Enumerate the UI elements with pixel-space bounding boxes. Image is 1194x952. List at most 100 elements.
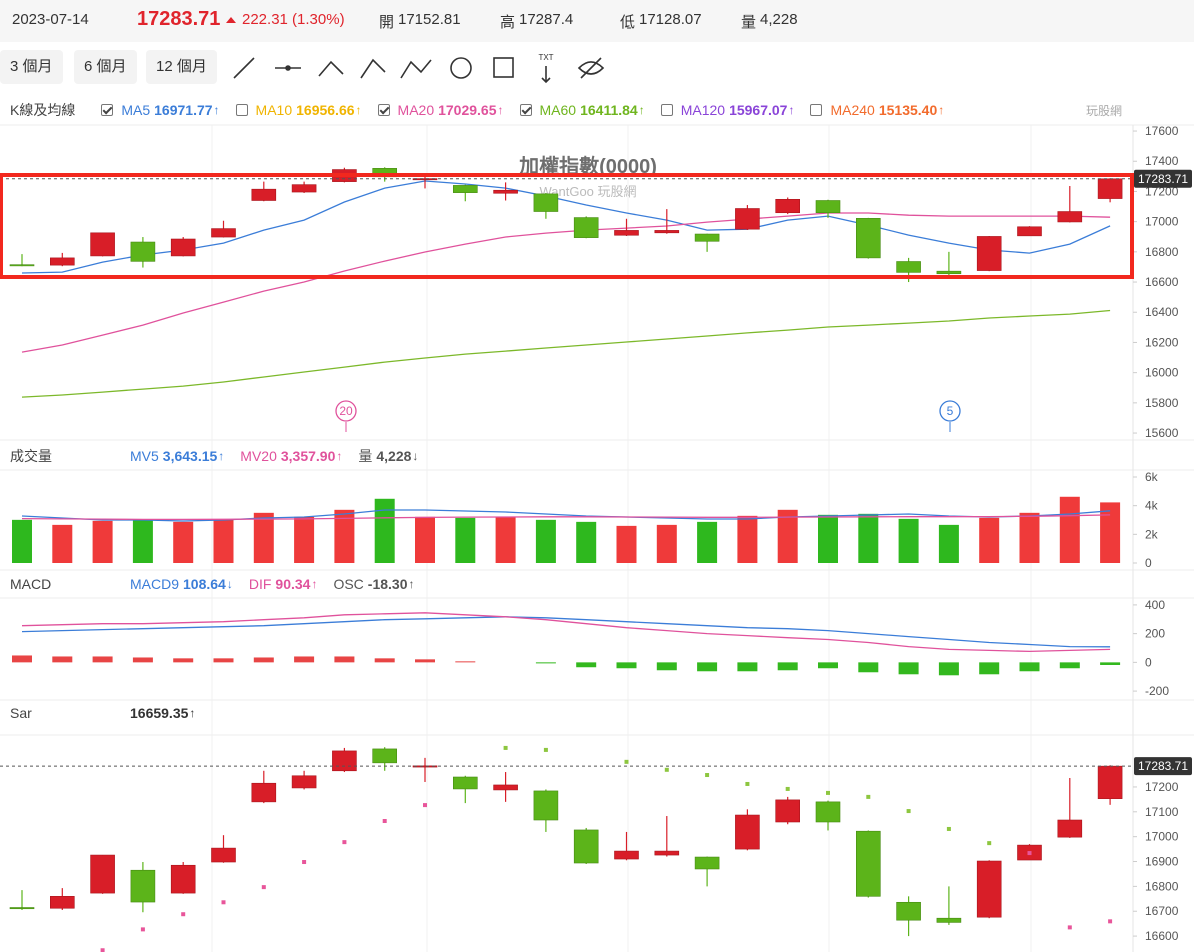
abcd-tool[interactable]: [400, 59, 432, 79]
text-tool-label: TXT: [538, 53, 553, 62]
high: 17287.4: [519, 11, 574, 28]
sar-legend: Sar 16659.35 ↑: [10, 703, 211, 723]
sar-dot: [705, 773, 710, 778]
sar-dot: [302, 860, 307, 865]
sar-dot: [826, 790, 830, 795]
legend-name: MA5: [121, 102, 151, 118]
y-tick-label: 16600: [1145, 929, 1179, 943]
sar-dot: [1067, 925, 1072, 930]
checkbox[interactable]: [660, 104, 673, 116]
circle-tool[interactable]: [450, 57, 472, 79]
candle-body: [573, 217, 599, 238]
candle-body: [251, 782, 277, 803]
osc-bar: [92, 656, 113, 663]
candle-body: [1057, 819, 1083, 838]
osc-bar: [938, 662, 959, 676]
candle-body: [412, 765, 438, 768]
change: 222.31 (1.30%): [242, 11, 345, 28]
volume-bar: [334, 509, 355, 563]
sar-dot: [221, 900, 226, 905]
osc-bar: [294, 656, 315, 663]
high-label: 高: [500, 14, 516, 31]
y-tick-label: 17200: [1145, 780, 1179, 794]
hline-tool[interactable]: [275, 65, 301, 71]
line: [21, 180, 1111, 274]
checkbox[interactable]: [810, 104, 823, 116]
y-tick-label: 16700: [1145, 904, 1179, 918]
legend-arrow: ↓: [226, 577, 233, 591]
checkbox[interactable]: [377, 104, 390, 116]
legend-item: MV5 3,643.15 ↑: [130, 448, 224, 464]
candle-body: [90, 854, 115, 894]
legend-value: 90.34: [275, 576, 311, 592]
candle-body: [614, 850, 639, 860]
legend-value: 16956.66: [296, 102, 355, 118]
logo: 玩股網: [1086, 104, 1123, 118]
y-tick-label: 17000: [1145, 215, 1179, 229]
legend-item: MACD9 108.64 ↓: [130, 576, 233, 592]
candle-body: [815, 801, 841, 823]
sar-dot: [1027, 851, 1032, 856]
legend-name: MA240: [830, 102, 875, 118]
legend-name: MV5: [130, 448, 159, 464]
candle-body: [775, 799, 801, 823]
osc-bar: [173, 658, 194, 663]
candle-body: [976, 860, 1002, 918]
legend-arrow: ↑: [218, 449, 225, 463]
range-button[interactable]: 3 個月: [0, 50, 63, 84]
osc-bar: [132, 657, 153, 663]
candle-body: [896, 901, 921, 921]
open-label: 開: [379, 14, 395, 31]
sar-dot: [342, 840, 347, 845]
volume-bar: [535, 519, 556, 563]
osc-bar: [737, 662, 758, 672]
volume-bar: [1059, 496, 1080, 563]
text-tool[interactable]: TXT: [538, 53, 554, 84]
volume: 4,228: [760, 11, 798, 28]
hide-tool[interactable]: [577, 57, 605, 79]
y-tick-label: 0: [1145, 655, 1152, 669]
legend-item: MA60 16411.84 ↑: [519, 102, 645, 118]
volume-bar: [12, 519, 32, 563]
checkbox[interactable]: [235, 104, 248, 116]
sar-dot: [140, 927, 145, 932]
legend-value: 3,643.15: [162, 448, 218, 464]
osc-bar: [12, 655, 32, 663]
drawing-tools: TXT: [233, 53, 605, 84]
volume-bar: [253, 512, 274, 563]
event-marker: [335, 400, 357, 422]
candle-body: [211, 228, 236, 238]
abc-tool[interactable]: [360, 58, 386, 79]
legend-item: MA120 15967.07 ↑: [660, 102, 795, 118]
path-tool[interactable]: [318, 60, 344, 77]
candle-body: [775, 198, 801, 214]
checkbox[interactable]: [519, 104, 532, 116]
y-tick-label: 4k: [1145, 499, 1159, 513]
volume-bar: [1019, 512, 1040, 563]
sar-dot: [503, 745, 508, 750]
legend-arrow: ↑: [788, 103, 795, 117]
osc-bar: [334, 656, 355, 663]
line-tool[interactable]: [233, 57, 255, 79]
legend-value: 16971.77: [154, 102, 213, 118]
legend-arrow: ↑: [638, 103, 645, 117]
sar-dot: [866, 794, 871, 799]
candle-body: [170, 864, 196, 894]
checkbox[interactable]: [101, 104, 114, 116]
range-button[interactable]: 12 個月: [146, 50, 217, 84]
legend-arrow: ↑: [311, 577, 318, 591]
volume-bar: [818, 514, 838, 563]
range-button[interactable]: 6 個月: [74, 50, 137, 84]
volume-bar: [132, 519, 153, 563]
rect-tool[interactable]: [493, 57, 514, 78]
candle-body: [412, 178, 438, 181]
candle-body: [49, 257, 75, 266]
legend-arrow: ↑: [355, 103, 362, 117]
volume-bar: [737, 515, 758, 563]
candle-body: [493, 784, 518, 791]
legend-name: MA60: [539, 102, 577, 118]
y-tick-label: 16000: [1145, 366, 1179, 380]
line: [21, 309, 1111, 398]
event-label: 5: [947, 404, 954, 418]
